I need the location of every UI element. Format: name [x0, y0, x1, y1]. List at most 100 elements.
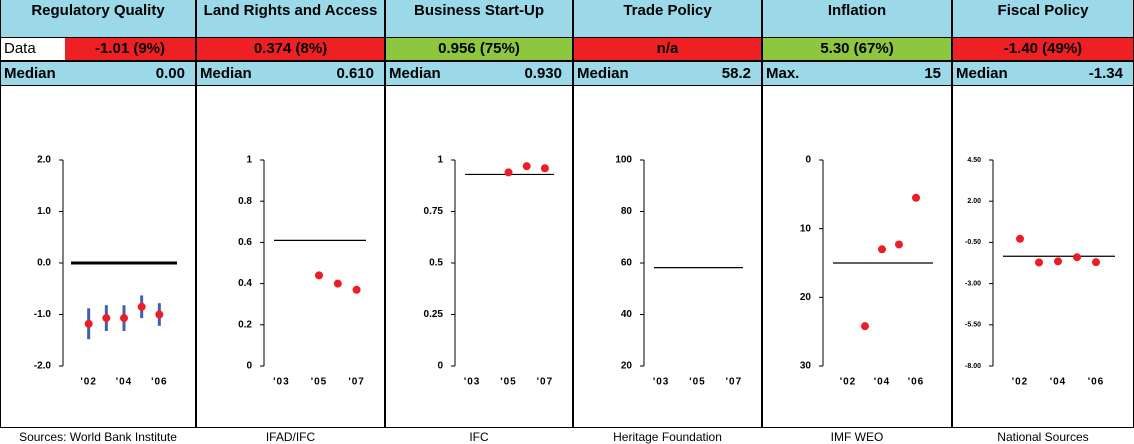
x-tick-label: '05: [500, 377, 517, 388]
data-point: [522, 162, 531, 171]
median-value: 0.930: [524, 65, 562, 82]
median-label: Max.: [766, 65, 800, 82]
data-point: [137, 302, 146, 311]
y-tick-label: 4.50: [967, 157, 981, 164]
data-point: [878, 245, 886, 254]
data-point: [895, 240, 903, 249]
chart: 2.0 1.0 0.0 -1.0 -2.0 '02 '04 '06: [34, 155, 177, 388]
median-row: Median -1.34: [952, 61, 1134, 86]
chart: 1 0.8 0.6 0.4 0.2 0 '03 '05 '07: [238, 155, 366, 388]
median-row: Max. 15: [762, 61, 952, 86]
data-point: [333, 279, 342, 288]
data-point: [102, 314, 111, 323]
data-value: -1.40 (49%): [953, 38, 1133, 60]
y-tick-label: -1.0: [34, 309, 52, 320]
y-tick-label: 10: [800, 223, 812, 234]
y-tick-label: -2.0: [34, 361, 52, 372]
y-tick-label: 60: [621, 258, 633, 269]
panel: Inflation 5.30 (67%) Max. 15 0 10 20 30 '02 '04 '0…: [762, 0, 952, 444]
data-point: [1035, 258, 1043, 267]
chart-area: 4.50 2.00 -0.50 -3.00 -5.50 -8.00 '02 '04 '06: [952, 86, 1134, 428]
y-tick-label: 100: [615, 155, 632, 166]
source: Sources: World Bank Institute: [19, 430, 177, 444]
y-tick-label: -5.50: [965, 322, 981, 329]
y-tick-label: 0.75: [424, 206, 444, 217]
chart-area: 2.0 1.0 0.0 -1.0 -2.0 '02 '04 '06: [0, 86, 196, 428]
median-label: Median: [577, 65, 629, 82]
x-tick-label: '05: [311, 377, 328, 388]
x-tick-label: '04: [874, 377, 891, 388]
median-row: Median 58.2: [573, 61, 762, 86]
x-tick-label: '04: [1050, 377, 1067, 388]
panel-title: Land Rights and Access: [196, 0, 385, 37]
data-point: [1016, 234, 1024, 243]
y-tick-label: 0.6: [238, 237, 252, 248]
data-value: n/a: [574, 38, 761, 60]
y-tick-label: -3.00: [965, 280, 981, 287]
data-value: 0.374 (8%): [197, 38, 384, 60]
data-point: [912, 193, 920, 202]
x-tick-label: '05: [689, 377, 706, 388]
source: IFAD/IFC: [265, 430, 316, 444]
y-tick-label: 0: [246, 361, 252, 372]
x-tick-label: '07: [726, 377, 743, 388]
y-tick-label: 0: [805, 155, 811, 166]
panel-title: Fiscal Policy: [952, 0, 1134, 37]
source: Heritage Foundation: [613, 430, 722, 444]
data-row: Data -1.01 (9%): [0, 37, 196, 61]
median-value: -1.34: [1088, 65, 1123, 82]
y-tick-label: -8.00: [965, 363, 981, 370]
y-tick-label: 0.5: [429, 258, 443, 269]
x-tick-label: '03: [273, 377, 290, 388]
median-row: Median 0.610: [196, 61, 385, 86]
panel: Business Start-Up 0.956 (75%) Median 0.930 1…: [385, 0, 573, 444]
data-point: [1092, 258, 1100, 267]
y-tick-label: 20: [800, 292, 812, 303]
data-value: 5.30 (67%): [763, 38, 951, 60]
x-tick-label: '07: [537, 377, 554, 388]
panel: Regulatory Quality Data -1.01 (9%) Median 0.…: [0, 0, 196, 444]
data-point: [540, 164, 549, 173]
chart-area: 0 10 20 30 '02 '04 '06: [762, 86, 952, 428]
x-tick-label: '03: [464, 377, 481, 388]
x-tick-label: '06: [151, 377, 168, 388]
y-tick-label: 0.0: [37, 258, 51, 269]
y-tick-label: 1: [246, 155, 252, 166]
panel: Fiscal Policy -1.40 (49%) Median -1.34 4.50 2…: [952, 0, 1134, 444]
median-value: 58.2: [721, 65, 751, 82]
y-tick-label: 1.0: [37, 206, 51, 217]
data-point: [315, 271, 323, 280]
data-point: [84, 319, 93, 328]
panel-title: Regulatory Quality: [0, 0, 196, 37]
x-tick-label: '03: [653, 377, 670, 388]
panel: Land Rights and Access 0.374 (8%) Median 0.…: [196, 0, 385, 444]
panel-title: Trade Policy: [573, 0, 762, 37]
y-tick-label: 2.0: [37, 155, 51, 166]
data-point: [861, 322, 869, 331]
x-tick-label: '04: [116, 377, 133, 388]
source: National Sources: [997, 430, 1089, 444]
y-tick-label: 0.4: [238, 278, 252, 289]
median-value: 0.610: [336, 65, 374, 82]
median-row: Median 0.930: [385, 61, 573, 86]
data-point: [1073, 253, 1081, 262]
chart-area: 1 0.75 0.5 0.25 0 '03 '05 '07: [385, 86, 573, 428]
y-tick-label: 0: [437, 361, 443, 372]
median-label: Median: [956, 65, 1008, 82]
median-value: 15: [924, 65, 941, 82]
data-value: 0.956 (75%): [386, 38, 572, 60]
data-point: [352, 285, 361, 294]
data-point: [504, 168, 513, 177]
data-point: [1054, 257, 1062, 266]
median-row: Median 0.00: [0, 61, 196, 86]
chart: 1 0.75 0.5 0.25 0 '03 '05 '07: [424, 155, 554, 388]
panel-title: Business Start-Up: [385, 0, 573, 37]
x-tick-label: '02: [80, 377, 97, 388]
median-label: Median: [389, 65, 441, 82]
y-tick-label: 1: [437, 155, 443, 166]
x-tick-label: '07: [348, 377, 365, 388]
source: IMF WEO: [830, 430, 884, 444]
data-point: [120, 314, 128, 323]
x-tick-label: '02: [1012, 377, 1029, 388]
